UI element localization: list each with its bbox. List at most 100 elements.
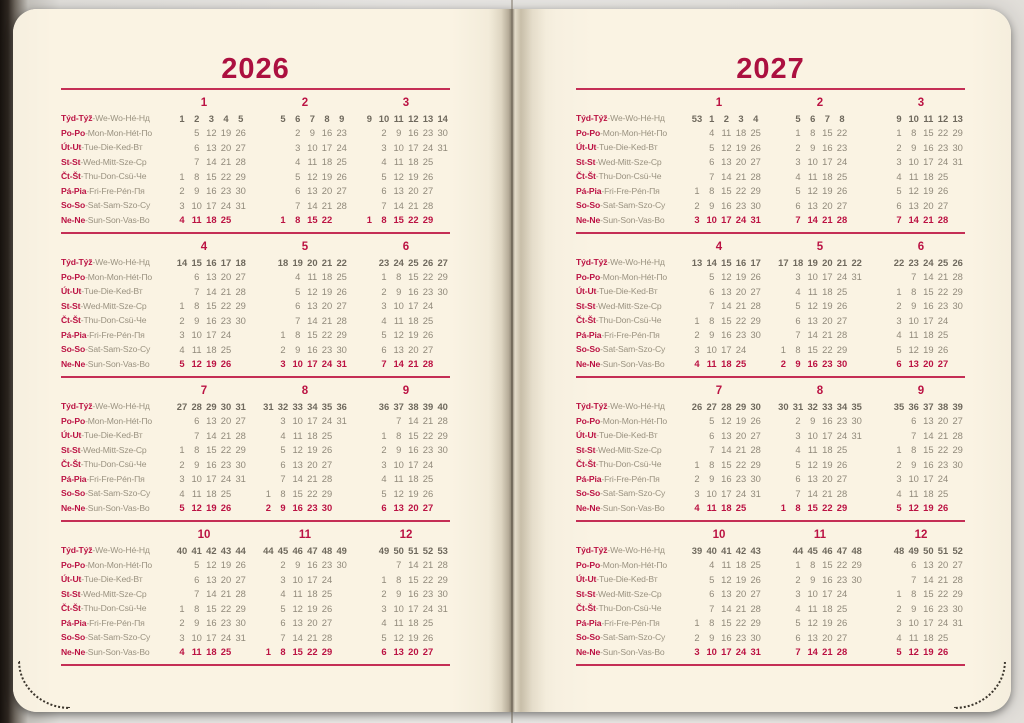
date-cell: 23 xyxy=(307,502,318,514)
date-cell: 18 xyxy=(307,429,318,441)
date-cell: 23 xyxy=(735,329,747,341)
month-grid: 3 10 17 24 31 xyxy=(675,646,763,657)
date-cell xyxy=(849,329,864,340)
date-cell: 27 xyxy=(422,343,434,355)
date-cell: 2 xyxy=(381,588,387,600)
date-cell: 24 xyxy=(336,141,347,153)
date-cell: 28 xyxy=(336,199,347,211)
month-slots: 7 14 21 28 4 11 18 25 1 8 15 22 29 xyxy=(160,430,450,441)
date-cell xyxy=(675,271,690,282)
monday-row: Po-Po-Mon-Mon-Hét-По 5 12 19 26 2 9 16 23 2 9 16 23 3… xyxy=(61,126,450,141)
month-grid: 6 13 20 27 xyxy=(362,344,450,355)
month-grid: 5 12 19 26 xyxy=(776,185,864,196)
date-cell: 15 xyxy=(408,429,419,441)
date-cell: 10 xyxy=(807,588,818,600)
week-number-cell: 19 xyxy=(807,256,818,268)
thursday-row: Čt-Št-Thu-Don-Csü-Че 1 8 15 22 29 5 12 19 26 5 12 19… xyxy=(61,169,450,184)
date-cell: 25 xyxy=(321,429,333,441)
thursday-row: Čt-Št-Thu-Don-Csü-Че 1 8 15 22 29 6 13 20 27 3 10 17… xyxy=(576,313,965,328)
week-row: Týd-Týž-We-Wo-Hé-Нд 26 27 28 29 30 30 31 32 33 34 3… xyxy=(576,399,965,414)
month-number: 4 xyxy=(715,241,723,253)
date-cell: 17 xyxy=(408,458,419,470)
date-cell: 23 xyxy=(220,458,232,470)
date-cell: 15 xyxy=(807,343,818,355)
month-grid: 3 10 17 24 xyxy=(877,473,965,484)
week-row: Týd-Týž-We-Wo-Hé-Нд 53 1 2 3 4 5 6 7 8 9 10 11 12 13 xyxy=(576,111,965,126)
date-cell: 4 xyxy=(896,631,902,643)
week-number-cell: 8 xyxy=(839,112,845,124)
date-cell: 3 xyxy=(694,343,700,355)
date-cell: 5 xyxy=(795,458,801,470)
month-grid: 1 8 15 22 29 xyxy=(362,271,450,282)
month-grid: 4 11 18 25 xyxy=(877,632,965,643)
date-cell: 21 xyxy=(408,358,419,370)
date-cell xyxy=(276,315,291,326)
date-cell: 5 xyxy=(381,631,387,643)
date-cell: 6 xyxy=(709,285,715,297)
date-cell xyxy=(435,185,450,196)
date-cell: 5 xyxy=(709,573,715,585)
date-cell: 24 xyxy=(735,646,747,658)
date-cell xyxy=(950,358,965,369)
date-cell xyxy=(261,271,276,282)
week-number-cell: 15 xyxy=(721,256,732,268)
page-content: 2027 1 2 3 Týd-Týž-We-Wo-Hé-Нд 53 1 2 3 4 5 6 7 8 9 10… xyxy=(512,9,1011,712)
date-cell: 28 xyxy=(836,646,848,658)
month-slots: 3 10 17 24 31 7 14 21 28 4 11 18 25 xyxy=(160,473,450,484)
month-grid: 35 36 37 38 39 xyxy=(877,401,965,412)
date-cell: 9 xyxy=(194,185,200,197)
week-number-cell: 43 xyxy=(750,544,761,556)
date-cell: 26 xyxy=(321,602,333,614)
date-cell xyxy=(175,127,190,138)
day-label: Týd-Týž-We-Wo-Hé-Нд xyxy=(576,545,665,556)
month-grid: 2 9 16 23 30 xyxy=(877,603,965,614)
date-cell: 19 xyxy=(923,502,934,514)
week-number-cell: 18 xyxy=(277,256,289,268)
week-number-cell: 26 xyxy=(952,256,963,268)
date-cell xyxy=(877,617,892,628)
month-grid: 6 13 20 27 xyxy=(877,200,965,211)
month-grid: 3 10 17 24 31 xyxy=(877,156,965,167)
week-number-cell: 38 xyxy=(408,400,419,412)
date-cell xyxy=(435,344,450,355)
month-slots: 7 14 21 28 4 11 18 25 1 8 15 22 29 xyxy=(675,444,965,455)
date-cell: 28 xyxy=(836,329,848,341)
week-number-cell xyxy=(877,113,892,124)
saturday-row: So-So-Sat-Sam-Szo-Су 3 10 17 24 31 7 14 21 28 5 12 1… xyxy=(61,630,450,645)
date-cell: 28 xyxy=(750,170,761,182)
date-cell: 28 xyxy=(836,487,848,499)
date-cell: 28 xyxy=(422,358,434,370)
day-label: Ne-Ne-Sun-Son-Vas-Во xyxy=(61,214,150,225)
date-cell xyxy=(334,632,349,643)
month-grid: 3 10 17 24 31 xyxy=(261,358,349,369)
date-cell: 3 xyxy=(381,300,387,312)
month-number: 6 xyxy=(917,241,925,253)
date-cell: 25 xyxy=(735,358,747,370)
date-cell xyxy=(877,632,892,643)
calendar-blocks: 1 2 3 Týd-Týž-We-Wo-Hé-Нд 1 2 3 4 5 5 6 7 8 9 9 10 11 12 1… xyxy=(61,90,450,666)
date-cell: 22 xyxy=(836,559,848,571)
date-cell: 4 xyxy=(179,487,185,499)
day-label: Ne-Ne-Sun-Son-Vas-Во xyxy=(61,646,150,657)
date-cell xyxy=(950,473,965,484)
date-cell xyxy=(877,156,892,167)
date-cell: 19 xyxy=(220,127,232,139)
date-cell: 2 xyxy=(694,199,700,211)
month-grid: 3 10 17 24 31 xyxy=(776,271,864,282)
date-cell xyxy=(675,488,690,499)
date-cell: 15 xyxy=(721,185,732,197)
week-number-cell: 31 xyxy=(263,400,274,412)
date-cell xyxy=(261,344,276,355)
month-number: 2 xyxy=(816,97,824,109)
month-number: 11 xyxy=(298,529,312,541)
date-cell: 9 xyxy=(396,285,402,297)
date-cell: 25 xyxy=(937,329,949,341)
day-label: Čt-Št-Thu-Don-Csü-Че xyxy=(576,603,662,614)
date-cell: 23 xyxy=(937,458,949,470)
date-cell: 23 xyxy=(336,127,347,139)
date-cell: 4 xyxy=(179,646,185,658)
